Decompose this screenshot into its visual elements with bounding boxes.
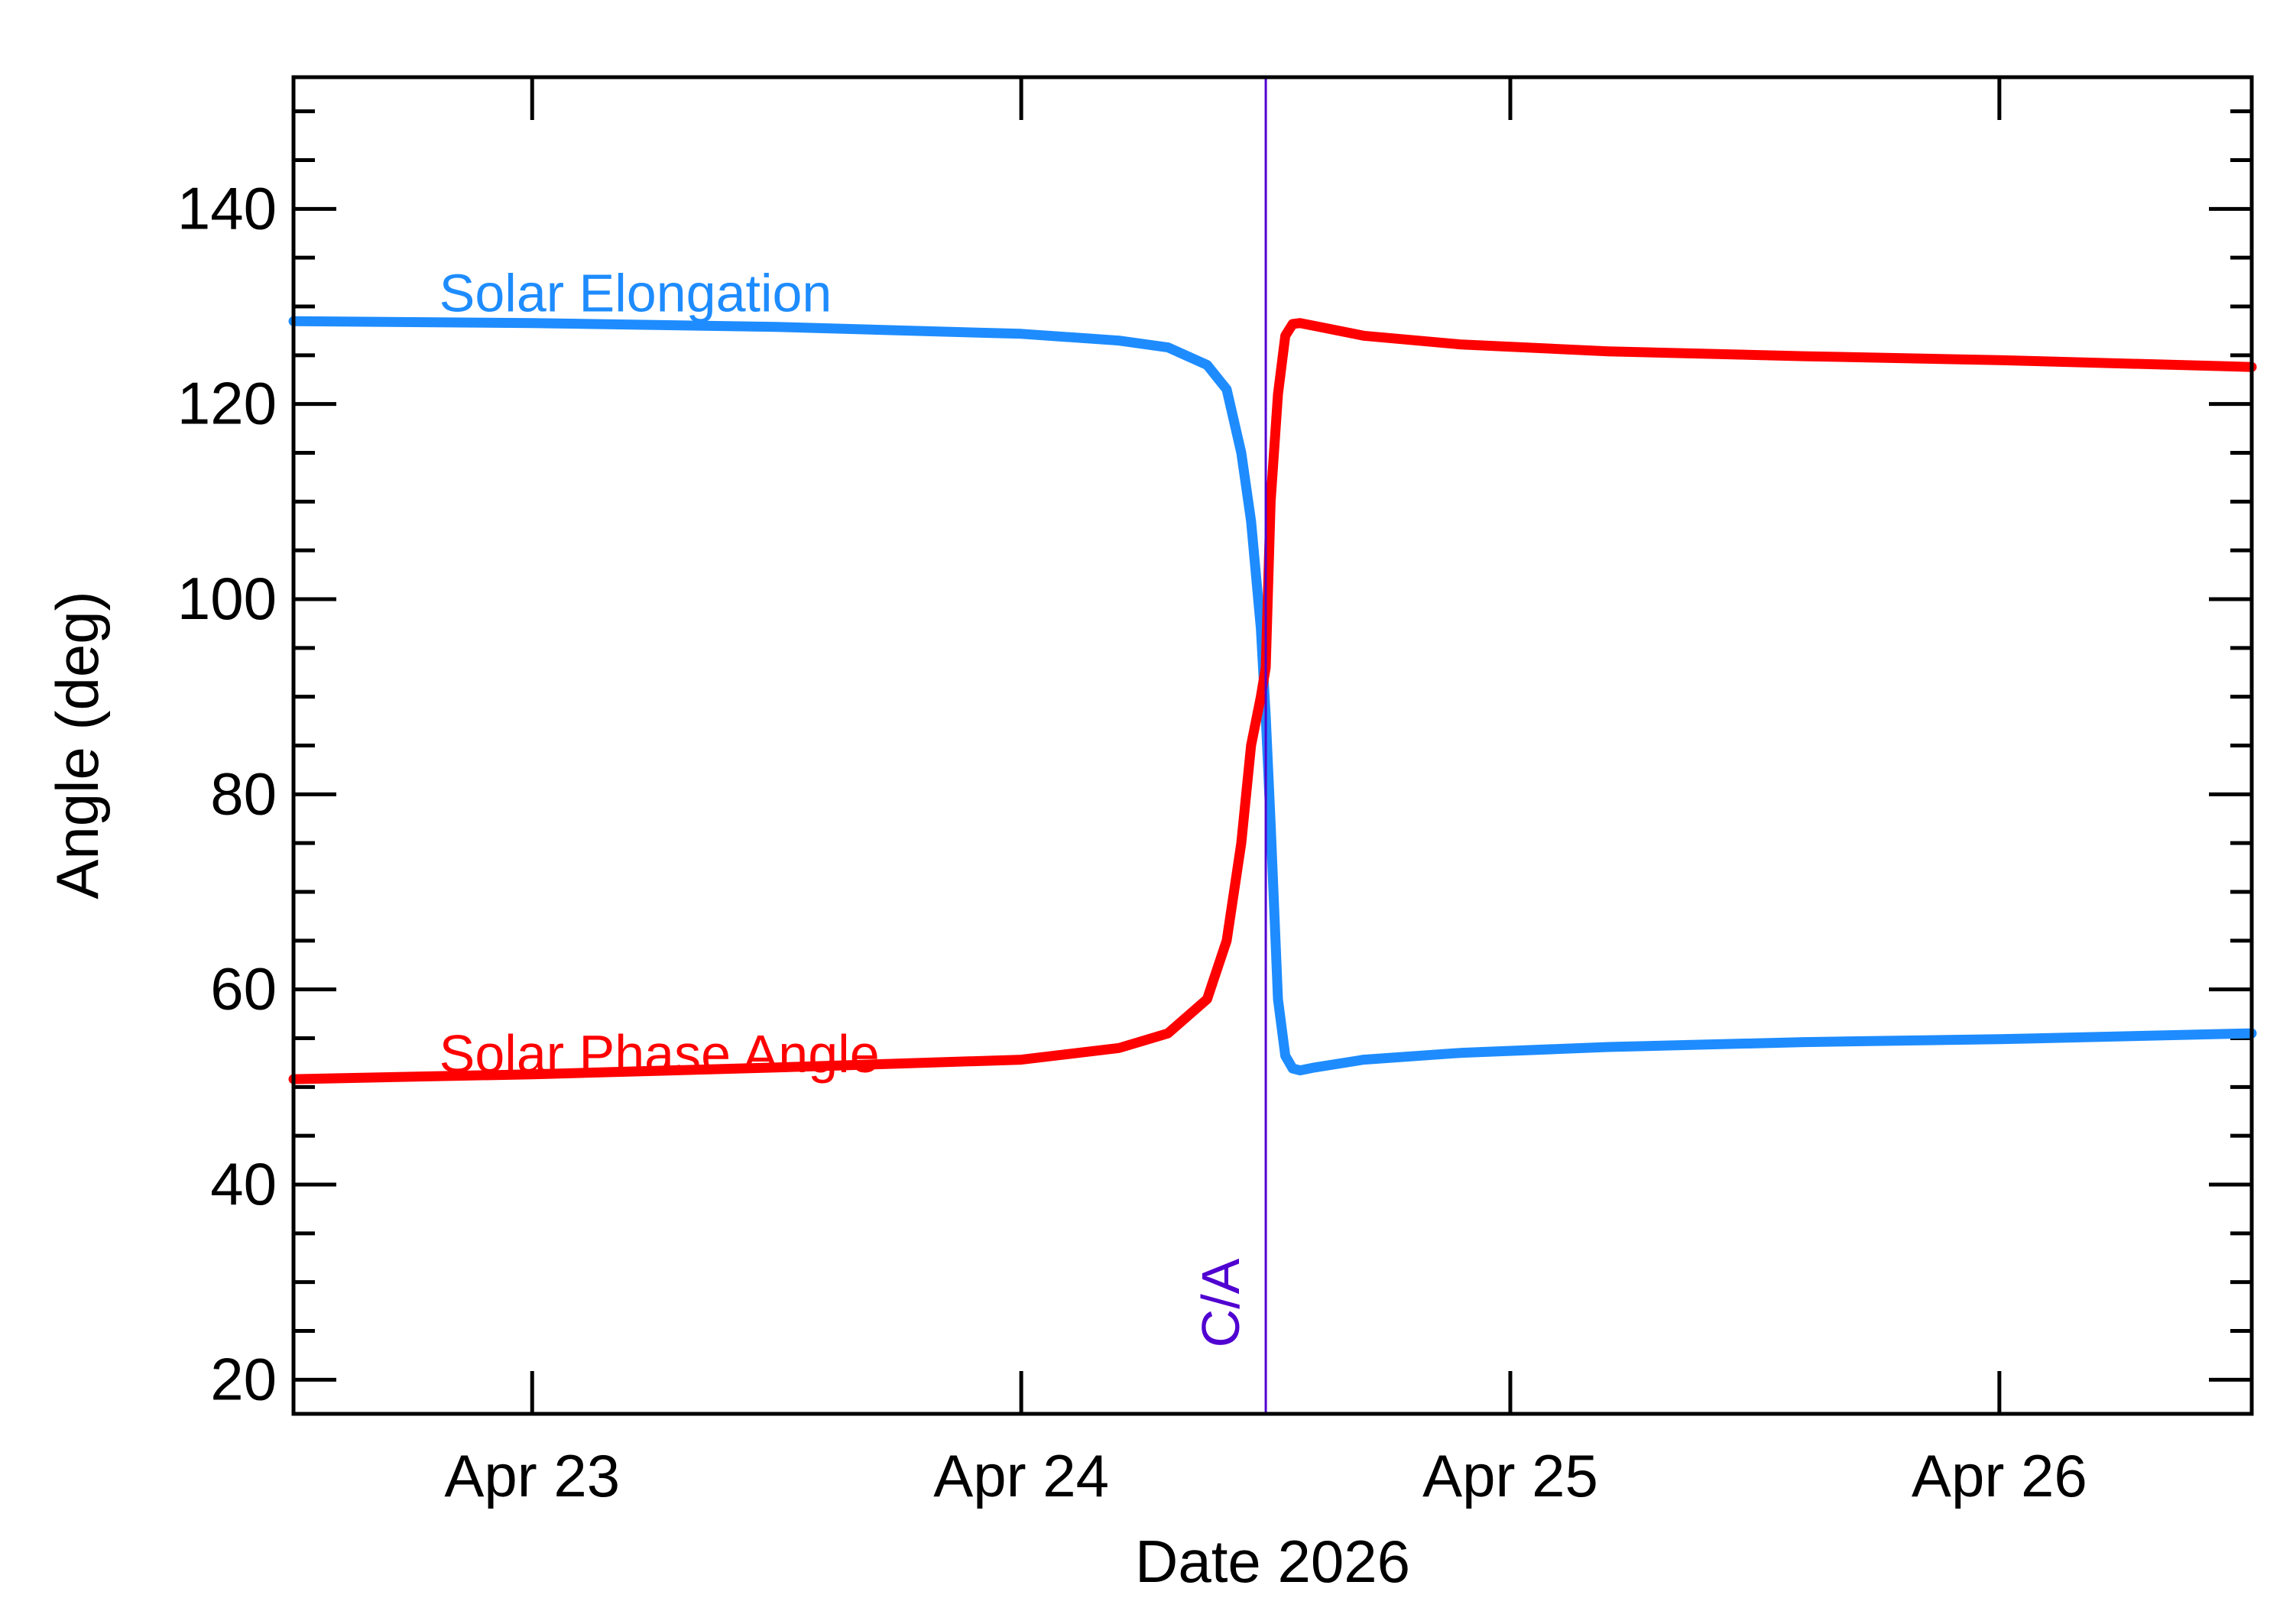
x-tick-label: Apr 26 [1912,1442,2087,1509]
y-tick-label: 80 [210,760,277,827]
tick-labels: 20 40 60 80 100 120 140 Apr 23 Apr 24 Apr 25 Apr 2… [177,174,2087,1509]
series-labels: Solar Elongation Solar Phase Angle [439,263,880,1084]
y-tick-label: 120 [177,370,277,437]
series-layer [288,316,2257,1084]
y-tick-label: 100 [177,565,277,632]
plot-frame [291,75,2254,1416]
y-tick-label: 20 [210,1345,277,1412]
series-label: Solar Elongation [439,263,832,323]
x-axis-title: Date 2026 [1135,1528,1410,1595]
y-tick-label: 40 [210,1150,277,1217]
x-tick-label: Apr 24 [933,1442,1109,1509]
y-tick-label: 60 [210,955,277,1023]
x-tick-label: Apr 25 [1422,1442,1598,1509]
y-tick-label: 140 [177,174,277,241]
y-axis-title: Angle (deg) [44,591,111,899]
x-tick-label: Apr 23 [444,1442,620,1509]
closest-approach-label: C/A [1191,1258,1250,1347]
series-label: Solar Phase Angle [439,1024,880,1084]
closest-approach-layer: C/A [1191,77,1267,1414]
series-line-solar-elongation [288,316,2257,1076]
series-line-solar-phase-angle [288,318,2257,1084]
major-ticks [294,77,2252,1414]
